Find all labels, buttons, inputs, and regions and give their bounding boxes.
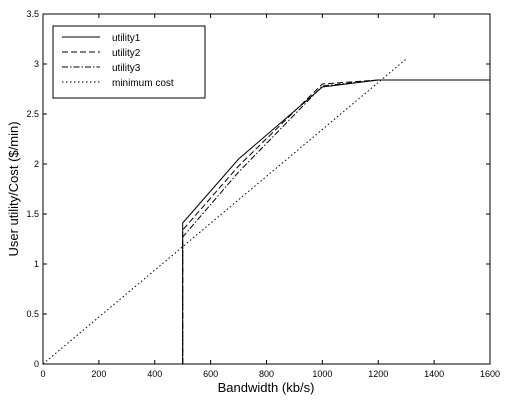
x-tick-label: 1600 (480, 369, 500, 379)
y-tick-label: 1.5 (26, 209, 39, 219)
y-tick-label: 3.5 (26, 9, 39, 19)
x-tick-label: 0 (40, 369, 45, 379)
y-tick-label: 1 (34, 259, 39, 269)
y-axis-label: User utility/Cost ($/min) (6, 121, 21, 256)
y-axis-ticks: 0 0.5 1 1.5 2 2.5 3 3.5 (26, 9, 490, 369)
y-tick-label: 2 (34, 159, 39, 169)
y-tick-label: 0 (34, 359, 39, 369)
legend-label-minimum-cost: minimum cost (112, 78, 174, 89)
legend: utility1 utility2 utility3 minimum cost (52, 25, 206, 99)
legend-lines (62, 36, 100, 83)
legend-box (52, 25, 206, 99)
series-line-minimum-cost (42, 58, 407, 365)
x-tick-label: 1200 (368, 369, 388, 379)
series-line-utility3 (182, 79, 490, 364)
legend-label-utility1: utility1 (112, 33, 141, 44)
y-tick-label: 2.5 (26, 109, 39, 119)
x-tick-label: 1000 (312, 369, 332, 379)
x-tick-label: 200 (91, 369, 106, 379)
y-tick-label: 3 (34, 59, 39, 69)
series-layer (42, 58, 490, 365)
x-axis-label: Bandwidth (kb/s) (218, 380, 315, 395)
legend-label-utility3: utility3 (112, 63, 141, 74)
x-tick-label: 800 (259, 369, 274, 379)
x-tick-label: 600 (203, 369, 218, 379)
y-tick-label: 0.5 (26, 309, 39, 319)
x-axis-ticks: 0 200 400 600 800 1000 1200 1400 1600 (40, 14, 500, 379)
x-tick-label: 1400 (424, 369, 444, 379)
legend-label-utility2: utility2 (112, 48, 141, 59)
x-tick-label: 400 (147, 369, 162, 379)
